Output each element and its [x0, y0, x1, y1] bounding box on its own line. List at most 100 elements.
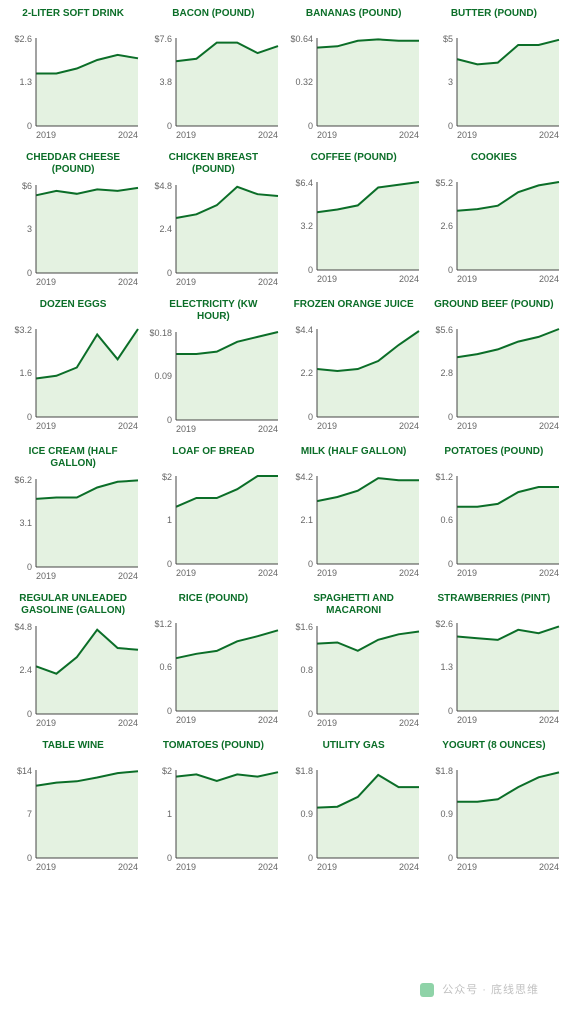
x-start-label: 2019 [36, 571, 56, 581]
x-end-label: 2024 [398, 718, 418, 728]
chart-cell: MILK (HALF GALLON)$4.22.1020192024 [287, 442, 421, 583]
x-end-label: 2024 [398, 274, 418, 284]
x-end-label: 2024 [118, 718, 138, 728]
x-start-label: 2019 [317, 718, 337, 728]
y-mid-label: 0.6 [440, 515, 453, 525]
watermark-icon [420, 983, 434, 997]
chart: $1.60.8020192024 [287, 618, 421, 730]
chart-title: MILK (HALF GALLON) [287, 442, 421, 468]
chart-area [36, 188, 138, 273]
x-end-label: 2024 [539, 862, 559, 872]
y-max-label: $4.8 [155, 181, 173, 191]
y-max-label: $6.2 [14, 475, 32, 485]
chart-title: BUTTER (POUND) [427, 4, 561, 30]
x-start-label: 2019 [36, 718, 56, 728]
chart: $1.80.9020192024 [427, 762, 561, 874]
chart: $1.20.6020192024 [146, 615, 280, 727]
x-end-label: 2024 [398, 568, 418, 578]
watermark: 公众号 · 底线思维 [420, 981, 539, 997]
y-zero-label: 0 [167, 268, 172, 278]
chart-title: COOKIES [427, 148, 561, 174]
chart-cell: ELECTRICITY (KW HOUR)$0.180.09020192024 [146, 295, 280, 436]
chart-title: DOZEN EGGS [6, 295, 140, 321]
y-mid-label: 0.32 [295, 77, 313, 87]
chart: $3.21.6020192024 [6, 321, 140, 433]
chart-title: COFFEE (POUND) [287, 148, 421, 174]
chart-title: POTATOES (POUND) [427, 442, 561, 468]
chart: $4.82.4020192024 [6, 618, 140, 730]
x-end-label: 2024 [398, 862, 418, 872]
chart: $21020192024 [146, 762, 280, 874]
chart-cell: SPAGHETTI AND MACARONI$1.60.8020192024 [287, 589, 421, 730]
chart-area [176, 476, 278, 564]
chart: $1.80.9020192024 [287, 762, 421, 874]
chart-area [176, 772, 278, 858]
watermark-text: 公众号 · 底线思维 [442, 984, 539, 996]
y-max-label: $1.2 [435, 472, 453, 482]
x-start-label: 2019 [36, 862, 56, 872]
y-zero-label: 0 [167, 121, 172, 131]
chart-cell: CHICKEN BREAST (POUND)$4.82.4020192024 [146, 148, 280, 289]
chart-title: 2-LITER SOFT DRINK [6, 4, 140, 30]
chart-cell: TABLE WINE$147020192024 [6, 736, 140, 874]
chart: $21020192024 [146, 468, 280, 580]
y-mid-label: 2.1 [300, 515, 313, 525]
chart-cell: BACON (POUND)$7.63.8020192024 [146, 4, 280, 142]
y-max-label: $4.2 [295, 472, 313, 482]
x-end-label: 2024 [258, 424, 278, 434]
y-zero-label: 0 [167, 415, 172, 425]
y-zero-label: 0 [307, 412, 312, 422]
chart-cell: ICE CREAM (HALF GALLON)$6.23.1020192024 [6, 442, 140, 583]
x-start-label: 2019 [176, 568, 196, 578]
chart: $4.42.2020192024 [287, 321, 421, 433]
chart-area [176, 187, 278, 273]
chart-area [36, 55, 138, 126]
y-max-label: $6.4 [295, 178, 313, 188]
chart-area [176, 332, 278, 420]
chart-cell: DOZEN EGGS$3.21.6020192024 [6, 295, 140, 436]
x-start-label: 2019 [457, 715, 477, 725]
y-mid-label: 1.3 [19, 77, 32, 87]
x-end-label: 2024 [118, 130, 138, 140]
x-end-label: 2024 [118, 421, 138, 431]
x-start-label: 2019 [176, 424, 196, 434]
chart-title: CHEDDAR CHEESE (POUND) [6, 148, 140, 177]
chart-cell: FROZEN ORANGE JUICE$4.42.2020192024 [287, 295, 421, 436]
y-max-label: $2 [162, 766, 172, 776]
chart-area [457, 626, 559, 711]
chart-title: UTILITY GAS [287, 736, 421, 762]
chart: $53020192024 [427, 30, 561, 142]
chart-area [176, 43, 278, 126]
chart-area [317, 478, 419, 564]
chart-cell: GROUND BEEF (POUND)$5.62.8020192024 [427, 295, 561, 436]
x-end-label: 2024 [258, 715, 278, 725]
y-zero-label: 0 [307, 265, 312, 275]
x-start-label: 2019 [176, 715, 196, 725]
y-max-label: $0.18 [150, 328, 173, 338]
y-mid-label: 0.09 [155, 371, 173, 381]
x-start-label: 2019 [317, 568, 337, 578]
chart-title: REGULAR UNLEADED GASOLINE (GALLON) [6, 589, 140, 618]
y-zero-label: 0 [167, 559, 172, 569]
x-end-label: 2024 [539, 715, 559, 725]
x-start-label: 2019 [457, 568, 477, 578]
y-mid-label: 3 [27, 224, 32, 234]
x-start-label: 2019 [317, 274, 337, 284]
chart-cell: UTILITY GAS$1.80.9020192024 [287, 736, 421, 874]
chart: $6.23.1020192024 [6, 471, 140, 583]
chart-title: TOMATOES (POUND) [146, 736, 280, 762]
y-zero-label: 0 [448, 412, 453, 422]
chart-cell: YOGURT (8 OUNCES)$1.80.9020192024 [427, 736, 561, 874]
y-mid-label: 1 [167, 809, 172, 819]
y-mid-label: 3.1 [19, 518, 32, 528]
y-mid-label: 2.2 [300, 368, 313, 378]
y-max-label: $2.6 [435, 619, 453, 629]
chart: $6.43.2020192024 [287, 174, 421, 286]
chart: $63020192024 [6, 177, 140, 289]
y-mid-label: 2.4 [160, 224, 173, 234]
x-end-label: 2024 [258, 568, 278, 578]
x-end-label: 2024 [118, 571, 138, 581]
chart: $0.18 0.09 0 2019 2024 [146, 324, 280, 436]
chart-area [317, 39, 419, 126]
y-max-label: $1.2 [155, 619, 173, 629]
